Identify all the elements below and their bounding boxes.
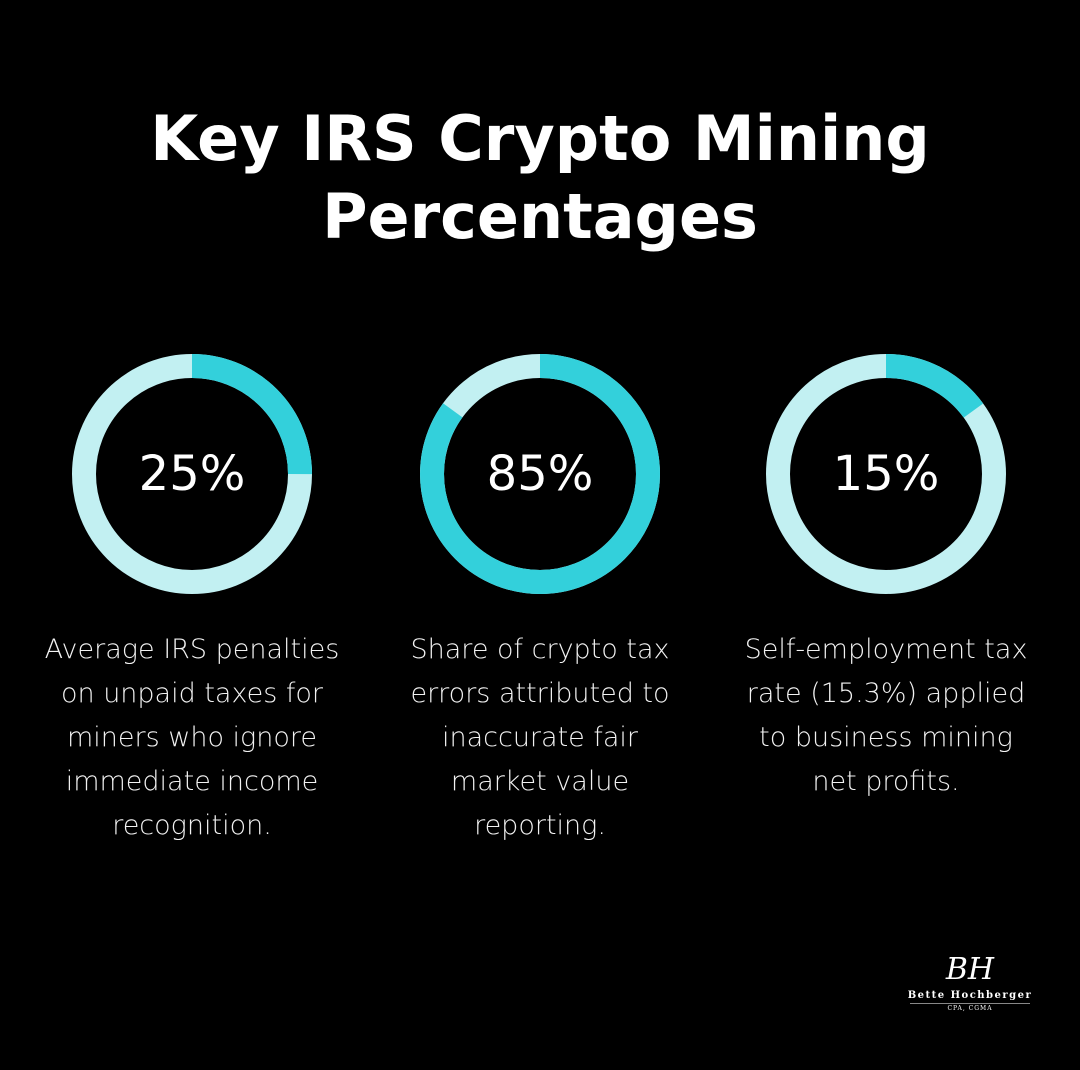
stat-value-1: 25% bbox=[138, 446, 246, 502]
donut-ring-1 bbox=[72, 354, 312, 594]
logo-name: Bette Hochberger bbox=[907, 990, 1033, 1001]
desc-line: recognition. bbox=[112, 810, 272, 841]
logo-credentials: CPA, CGMA bbox=[910, 1003, 1030, 1012]
desc-line: reporting. bbox=[474, 810, 606, 841]
logo-monogram: BH bbox=[945, 952, 995, 987]
stat-value-3: 15% bbox=[832, 446, 940, 502]
stat-value-2: 85% bbox=[486, 446, 594, 502]
donut-chart-3: 15% bbox=[766, 354, 1006, 594]
desc-line: market value bbox=[450, 766, 630, 797]
desc-line: to business mining bbox=[759, 722, 1013, 753]
donut-chart-2: 85% bbox=[420, 354, 660, 594]
desc-line: inaccurate fair bbox=[441, 722, 639, 753]
stat-description-1: Average IRS penalties on unpaid taxes fo… bbox=[27, 628, 357, 848]
title-line-2: Percentages bbox=[322, 180, 758, 253]
donut-chart-1: 25% bbox=[72, 354, 312, 594]
desc-line: rate (15.3%) applied bbox=[746, 678, 1026, 709]
donut-ring-3 bbox=[766, 354, 1006, 594]
desc-line: miners who ignore bbox=[66, 722, 318, 753]
donut-ring-2 bbox=[420, 354, 660, 594]
brand-logo: BH Bette Hochberger CPA, CGMA bbox=[900, 950, 1040, 1025]
desc-line: immediate income bbox=[65, 766, 319, 797]
desc-line: net profits. bbox=[812, 766, 960, 797]
stat-description-2: Share of crypto tax errors attributed to… bbox=[375, 628, 705, 848]
stat-description-3: Self-employment tax rate (15.3%) applied… bbox=[721, 628, 1051, 804]
desc-line: errors attributed to bbox=[410, 678, 670, 709]
desc-line: Share of crypto tax bbox=[410, 634, 670, 665]
page-title: Key IRS Crypto Mining Percentages bbox=[0, 100, 1080, 256]
desc-line: on unpaid taxes for bbox=[60, 678, 323, 709]
desc-line: Average IRS penalties bbox=[44, 634, 340, 665]
desc-line: Self-employment tax bbox=[744, 634, 1028, 665]
title-line-1: Key IRS Crypto Mining bbox=[150, 102, 930, 175]
